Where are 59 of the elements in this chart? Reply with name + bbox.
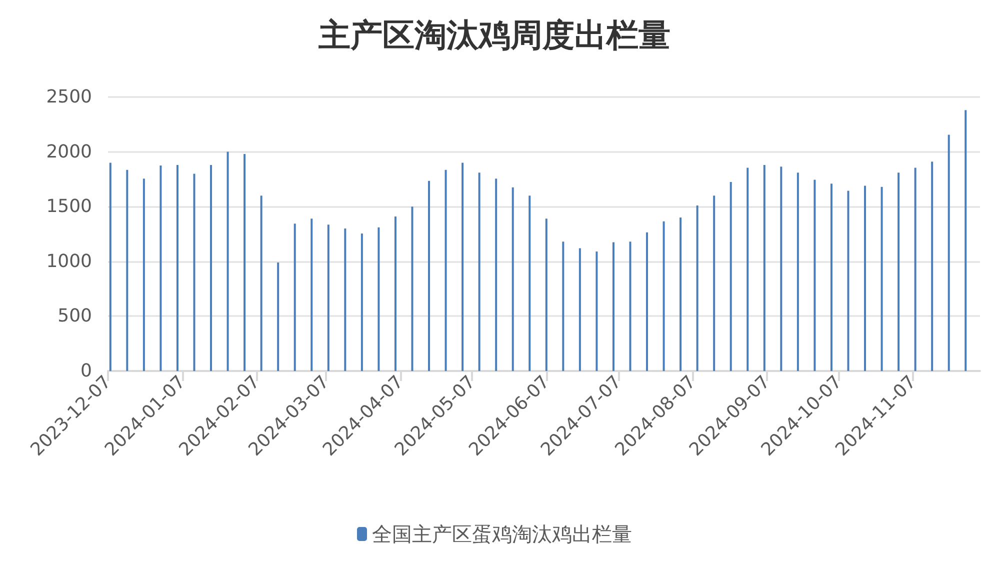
- y-tick-label: 1500: [46, 196, 92, 218]
- bar: [948, 134, 950, 371]
- bar: [880, 186, 883, 371]
- bar: [746, 168, 749, 371]
- y-tick-label: 2500: [46, 86, 92, 108]
- chart-title: 主产区淘汰鸡周度出栏量: [318, 16, 670, 54]
- bar: [662, 221, 665, 371]
- bar: [193, 174, 196, 371]
- bar: [780, 166, 782, 371]
- bar: [176, 164, 178, 371]
- y-tick-label: 2000: [46, 141, 92, 162]
- bar: [478, 172, 480, 371]
- bar: [964, 110, 967, 371]
- bar: [378, 227, 380, 371]
- bar: [444, 170, 447, 371]
- bar: [109, 162, 112, 371]
- bar: [562, 242, 564, 371]
- bar: [226, 152, 229, 371]
- bar: [528, 196, 531, 371]
- bar: [578, 248, 581, 371]
- y-tick-label: 500: [58, 306, 92, 327]
- bar: [864, 186, 866, 371]
- bar: [629, 242, 632, 371]
- bar: [730, 182, 732, 371]
- bar: [360, 233, 363, 371]
- bar: [495, 178, 498, 371]
- bar: [545, 218, 548, 371]
- legend-label: 全国主产区蛋鸡淘汰鸡出栏量: [372, 522, 632, 546]
- bar: [411, 206, 414, 371]
- bar: [142, 178, 145, 371]
- bar: [512, 187, 514, 371]
- bar: [898, 172, 900, 371]
- bar: [394, 216, 396, 371]
- bar: [428, 180, 430, 371]
- bar: [210, 164, 212, 371]
- bar: [327, 224, 330, 371]
- bar: [814, 180, 816, 371]
- bar: [344, 228, 346, 371]
- bar: [830, 184, 832, 371]
- bar: [796, 172, 799, 371]
- bar: [596, 252, 598, 371]
- bar: [462, 162, 464, 371]
- bar: [294, 224, 296, 371]
- bar: [847, 190, 850, 371]
- bar: [696, 206, 698, 371]
- y-tick-label: 0: [80, 360, 92, 382]
- y-tick-label: 1000: [46, 250, 92, 272]
- bar: [244, 154, 246, 371]
- bar: [612, 242, 614, 371]
- bar: [713, 196, 716, 371]
- bar: [914, 168, 916, 371]
- bar: [763, 164, 766, 371]
- bar: [260, 196, 262, 371]
- bar: [680, 218, 682, 371]
- bar: [277, 262, 280, 371]
- bar: [931, 162, 934, 371]
- bar: [310, 218, 313, 371]
- bar: [160, 166, 162, 371]
- bar: [646, 232, 648, 371]
